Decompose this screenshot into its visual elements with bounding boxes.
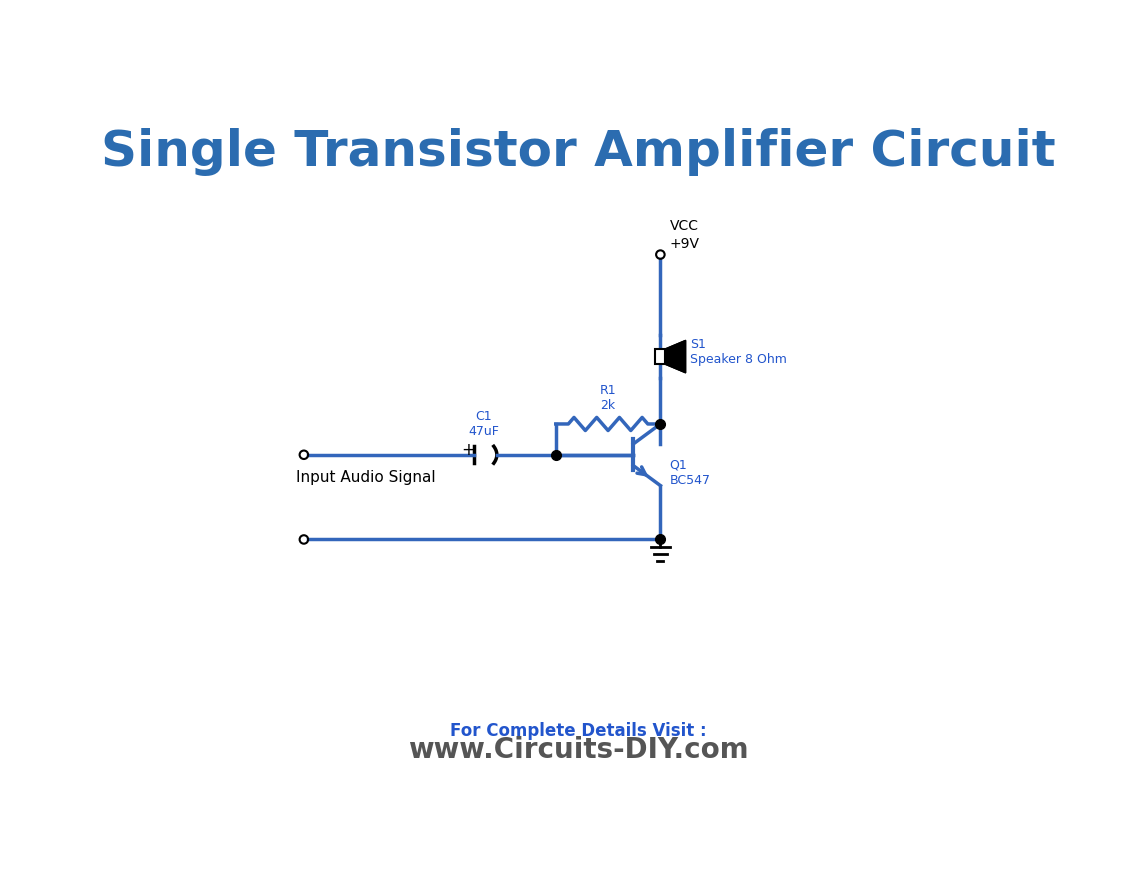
Text: For Complete Details Visit :: For Complete Details Visit : xyxy=(450,721,707,740)
Text: Single Transistor Amplifier Circuit: Single Transistor Amplifier Circuit xyxy=(102,127,1056,176)
Text: Input Audio Signal: Input Audio Signal xyxy=(296,470,436,485)
Polygon shape xyxy=(665,341,685,373)
Text: +: + xyxy=(462,442,475,459)
Text: Q1
BC547: Q1 BC547 xyxy=(669,458,710,487)
Text: www.Circuits-DIY.com: www.Circuits-DIY.com xyxy=(409,736,749,765)
Text: S1
Speaker 8 Ohm: S1 Speaker 8 Ohm xyxy=(690,338,787,366)
Text: C1
47uF: C1 47uF xyxy=(469,410,499,438)
Text: R1
2k: R1 2k xyxy=(599,384,616,412)
Bar xyxy=(655,349,665,365)
Text: +9V: +9V xyxy=(669,237,700,251)
Text: VCC: VCC xyxy=(669,219,699,233)
